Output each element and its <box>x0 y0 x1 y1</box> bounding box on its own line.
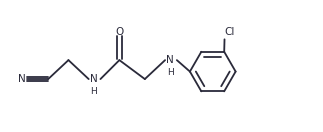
Text: N: N <box>18 74 26 84</box>
Text: Cl: Cl <box>224 27 234 37</box>
Text: H: H <box>167 68 174 77</box>
Text: H: H <box>90 87 97 96</box>
Text: O: O <box>115 27 123 37</box>
Text: N: N <box>166 55 174 65</box>
Text: N: N <box>90 74 98 84</box>
